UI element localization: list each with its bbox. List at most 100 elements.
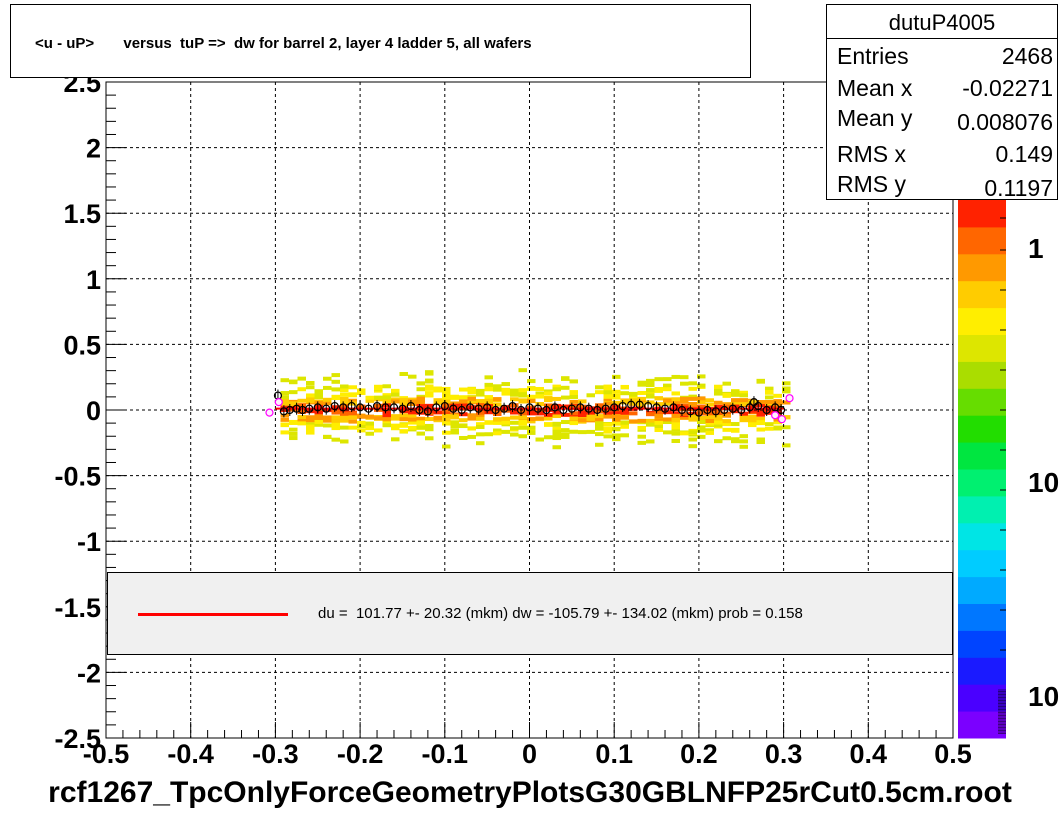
heatmap-cell xyxy=(654,410,663,415)
heatmap-cell xyxy=(391,397,400,402)
heatmap-cell xyxy=(569,416,578,421)
heatmap-cell xyxy=(663,420,672,425)
x-tick-label: 0.4 xyxy=(850,739,888,769)
heatmap-cell xyxy=(442,391,451,396)
heatmap-cell xyxy=(765,426,774,431)
heatmap-cell xyxy=(382,413,391,418)
heatmap-cell xyxy=(484,410,493,415)
outlier-point xyxy=(785,394,794,403)
heatmap-cell xyxy=(527,397,536,402)
heatmap-cell xyxy=(722,381,731,386)
color-palette: 1 10 10 xyxy=(958,200,1059,739)
heatmap-cell xyxy=(569,391,578,396)
heatmap-cell xyxy=(425,386,434,391)
heatmap-cell xyxy=(578,413,587,418)
heatmap-cell xyxy=(544,412,553,417)
heatmap-cell xyxy=(416,420,425,425)
heatmap-cell xyxy=(391,392,400,397)
heatmap-cell xyxy=(612,421,621,426)
heatmap-cell xyxy=(399,417,408,422)
heatmap-cell xyxy=(578,399,587,404)
heatmap-cell xyxy=(459,423,468,428)
heatmap-cell xyxy=(306,396,315,401)
heatmap-cell xyxy=(527,427,536,432)
heatmap-cell xyxy=(408,402,417,407)
heatmap-cell xyxy=(340,418,349,423)
heatmap-cell xyxy=(467,426,476,431)
heatmap-cell xyxy=(476,432,485,437)
palette-segment xyxy=(958,711,1006,739)
heatmap-cell xyxy=(518,388,527,393)
stats-row-entries: Entries 2468 xyxy=(837,43,1053,75)
heatmap-cell xyxy=(637,402,646,407)
heatmap-cell xyxy=(450,401,459,406)
heatmap-cell xyxy=(442,386,451,391)
heatmap-cell xyxy=(705,398,714,403)
heatmap-cell xyxy=(714,418,723,423)
heatmap-cell xyxy=(331,415,340,420)
heatmap-cell xyxy=(476,392,485,397)
profile-point xyxy=(525,403,534,412)
heatmap-cell xyxy=(408,399,417,404)
y-tick-label: -0.5 xyxy=(54,462,101,492)
heatmap-cell xyxy=(697,411,706,416)
heatmap-cell xyxy=(374,428,383,433)
heatmap-cell xyxy=(654,427,663,432)
palette-segment xyxy=(958,576,1006,604)
heatmap-cell xyxy=(603,387,612,392)
heatmap-cell xyxy=(408,374,417,379)
heatmap-cell xyxy=(391,399,400,404)
heatmap-cell xyxy=(382,423,391,428)
heatmap-cell xyxy=(671,425,680,430)
heatmap-cell xyxy=(476,414,485,419)
heatmap-cell xyxy=(612,389,621,394)
heatmap-cell xyxy=(323,397,332,402)
heatmap-cell xyxy=(714,391,723,396)
heatmap-cell xyxy=(459,387,468,392)
heatmap-cell xyxy=(408,420,417,425)
heatmap-cell xyxy=(739,398,748,403)
heatmap-cell xyxy=(697,419,706,424)
heatmap-cell xyxy=(739,390,748,395)
stats-key: RMS x xyxy=(837,141,906,167)
heatmap-cell xyxy=(493,402,502,407)
heatmap-cell xyxy=(697,434,706,439)
heatmap-cell xyxy=(552,413,561,418)
heatmap-cell xyxy=(382,393,391,398)
heatmap-cell xyxy=(569,394,578,399)
heatmap-cell xyxy=(671,438,680,443)
heatmap-cell xyxy=(739,434,748,439)
heatmap-cell xyxy=(714,439,723,444)
stats-value: 2468 xyxy=(1001,43,1053,69)
heatmap-cell xyxy=(722,422,731,427)
heatmap-cell xyxy=(654,414,663,419)
heatmap-cell xyxy=(748,423,757,428)
heatmap-cell xyxy=(348,425,357,430)
heatmap-cell xyxy=(714,384,723,389)
heatmap-cell xyxy=(289,436,298,441)
outlier-point xyxy=(771,411,780,420)
palette-segment xyxy=(958,361,1006,389)
profile-point xyxy=(559,405,568,415)
heatmap-cell xyxy=(399,401,408,406)
profile-point xyxy=(292,404,301,413)
heatmap-cell xyxy=(399,408,408,413)
heatmap-cell xyxy=(399,423,408,428)
heatmap-cell xyxy=(289,427,298,432)
heatmap-cell xyxy=(365,395,374,400)
heatmap-cell xyxy=(705,415,714,420)
heatmap-cell xyxy=(493,412,502,417)
heatmap-cell xyxy=(425,427,434,432)
profile-point xyxy=(330,401,339,411)
fit-legend-box: du = 101.77 +- 20.32 (mkm) dw = -105.79 … xyxy=(107,572,953,655)
heatmap-cell xyxy=(467,405,476,410)
stats-key: Mean y xyxy=(837,105,913,131)
heatmap-cell xyxy=(391,437,400,442)
heatmap-cell xyxy=(433,410,442,415)
heatmap-cell xyxy=(382,384,391,389)
heatmap-cell xyxy=(722,419,731,424)
heatmap-cell xyxy=(357,388,366,393)
fit-legend-line xyxy=(138,613,288,616)
heatmap-cell xyxy=(416,425,425,430)
heatmap-cell xyxy=(433,400,442,405)
